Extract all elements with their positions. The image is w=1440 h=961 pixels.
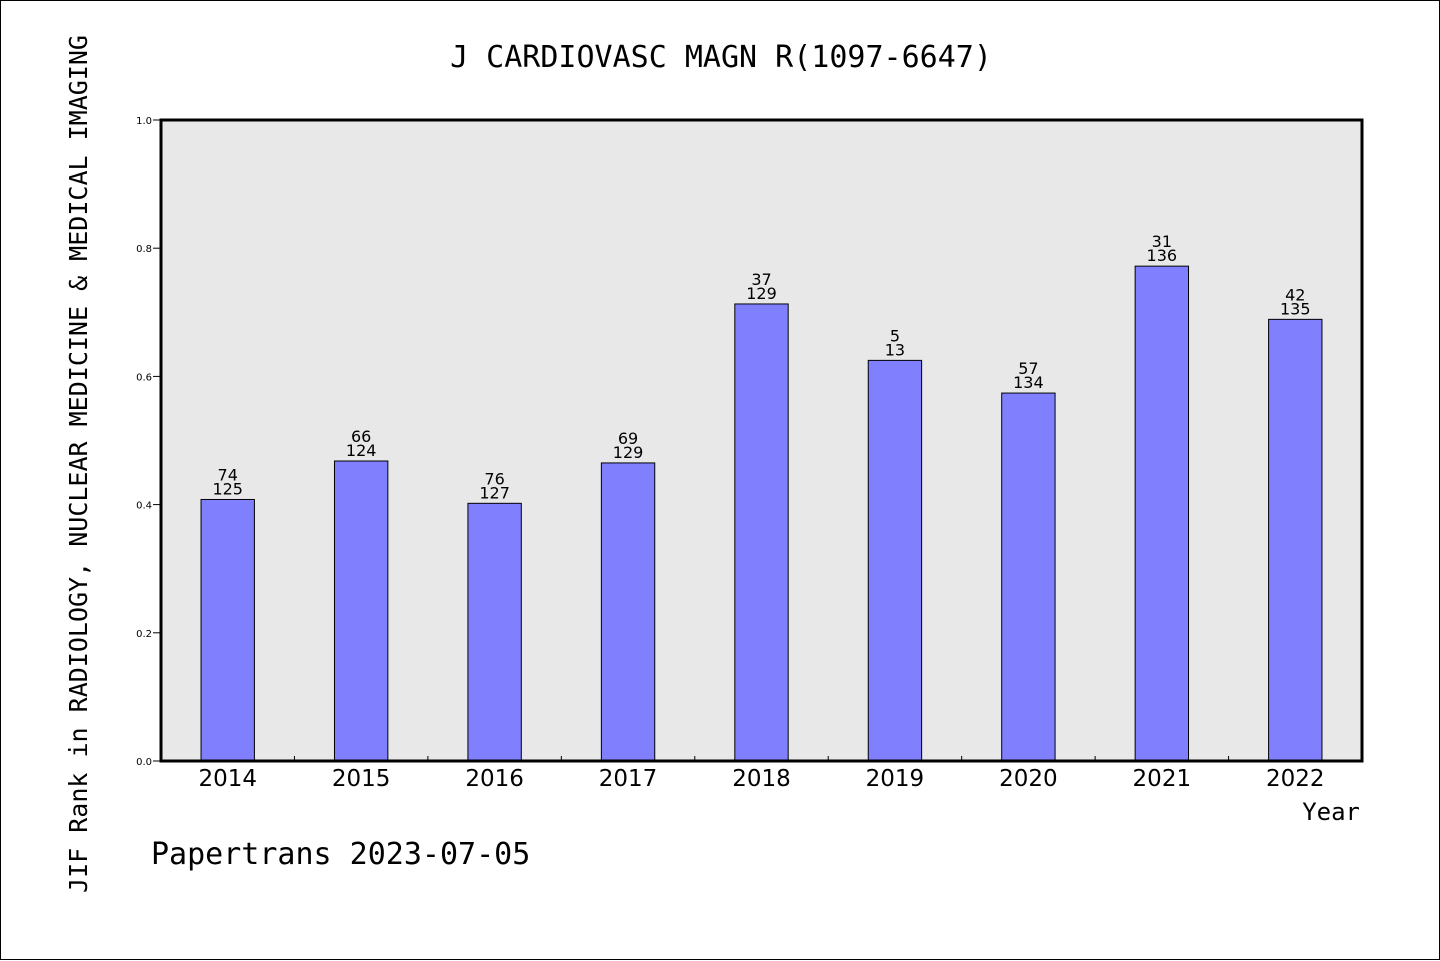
bar-rank-label-2018: 37 bbox=[751, 270, 771, 289]
chart-title: J CARDIOVASC MAGN R(1097-6647) bbox=[450, 40, 992, 75]
x-tick-label-2022: 2022 bbox=[1266, 766, 1325, 792]
x-axis-label: Year bbox=[1302, 798, 1360, 826]
x-tick-label-2015: 2015 bbox=[332, 766, 391, 792]
y-tick-label: 0.0 bbox=[136, 757, 152, 768]
x-tick-label-2021: 2021 bbox=[1133, 766, 1192, 792]
bars-layer: 7412566124761276912937129513571343113642… bbox=[200, 232, 1323, 762]
footer-source-date: Papertrans 2023-07-05 bbox=[151, 837, 530, 872]
y-tick-label: 1.0 bbox=[136, 116, 152, 127]
bar-rank-label-2021: 31 bbox=[1152, 232, 1172, 251]
y-tick-label: 0.8 bbox=[136, 244, 152, 255]
x-tick-label-2018: 2018 bbox=[732, 766, 791, 792]
bar-rank-label-2019: 5 bbox=[890, 326, 900, 345]
bar-rank-label-2016: 76 bbox=[484, 469, 504, 488]
bar-total-label-2015: 124 bbox=[346, 441, 377, 460]
bar-total-label-2017: 129 bbox=[613, 443, 644, 462]
ticks-layer: 2014 2015 2016 2017 2018 2019 2020 2021 2022 0.0 0… bbox=[136, 116, 1324, 792]
x-tick-label-2016: 2016 bbox=[465, 766, 524, 792]
x-tick-label-2017: 2017 bbox=[599, 766, 658, 792]
bar-rank-label-2020: 57 bbox=[1018, 359, 1038, 378]
bar-rank-label-2015: 66 bbox=[351, 427, 371, 446]
bar-2021 bbox=[1134, 265, 1190, 762]
bar-total-label-2019: 13 bbox=[885, 340, 905, 359]
bar-total-label-2016: 127 bbox=[479, 483, 510, 502]
plot-border bbox=[159, 118, 1364, 763]
bar-rank-label-2022: 42 bbox=[1285, 285, 1305, 304]
bar-2015 bbox=[333, 460, 389, 762]
bar-total-label-2014: 125 bbox=[212, 479, 243, 498]
y-tick-label: 0.4 bbox=[136, 501, 152, 512]
x-tick-label-2020: 2020 bbox=[999, 766, 1058, 792]
y-axis-label: JIF Rank in RADIOLOGY, NUCLEAR MEDICINE … bbox=[64, 35, 93, 893]
bar-rank-label-2017: 69 bbox=[618, 429, 638, 448]
bar-total-label-2020: 134 bbox=[1013, 373, 1044, 392]
bar-2018 bbox=[734, 303, 789, 762]
y-tick-label: 0.2 bbox=[136, 629, 152, 640]
x-tick-label-2019: 2019 bbox=[866, 766, 925, 792]
bar-total-label-2018: 129 bbox=[746, 284, 777, 303]
bar-rank-label-2014: 74 bbox=[218, 465, 238, 484]
bar-2019 bbox=[867, 359, 923, 762]
bar-2017 bbox=[600, 462, 656, 762]
bar-total-label-2022: 135 bbox=[1280, 299, 1311, 318]
x-tick-label-2014: 2014 bbox=[198, 766, 257, 792]
y-tick-label: 0.6 bbox=[136, 372, 152, 383]
bar-2016 bbox=[467, 502, 522, 762]
bar-total-label-2021: 136 bbox=[1147, 246, 1178, 265]
bar-2020 bbox=[1001, 392, 1056, 762]
bar-2014 bbox=[200, 498, 255, 762]
bar-2022 bbox=[1268, 318, 1323, 762]
